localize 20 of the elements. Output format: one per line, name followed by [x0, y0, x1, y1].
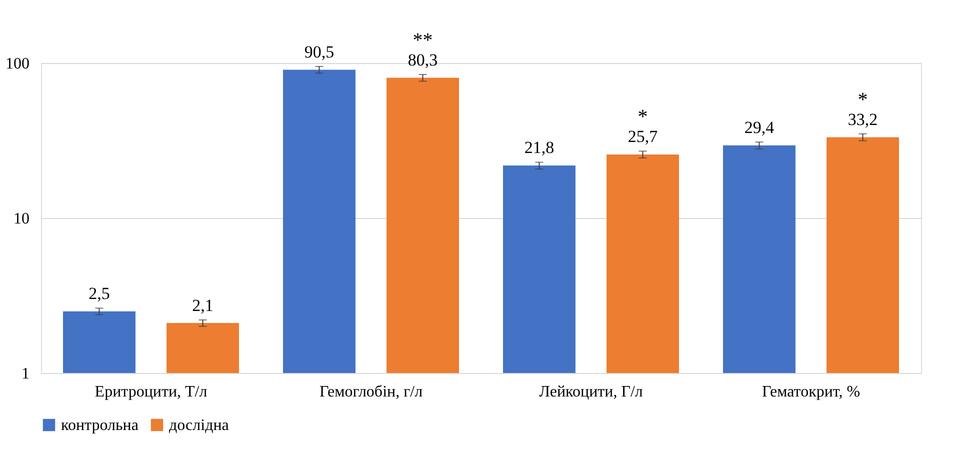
legend-label: дослідна: [169, 417, 229, 434]
annotation: *: [638, 106, 648, 128]
data-label: 33,2: [848, 110, 878, 129]
data-label: 2,5: [88, 284, 110, 304]
x-tick-label: Лейкоцити, Г/л: [539, 384, 643, 400]
y-tick-label: 1: [22, 366, 30, 382]
x-tick-label: Гемоглобін, г/л: [319, 384, 423, 400]
x-tick-label: Гематокрит, %: [762, 384, 860, 400]
data-label: 25,7: [628, 127, 658, 146]
data-label: 2,1: [192, 296, 214, 315]
x-tick-label: Еритроцити, Т/л: [94, 384, 208, 400]
y-tick-label: 10: [14, 210, 30, 228]
annotation: *: [858, 88, 868, 111]
data-label: 90,5: [304, 42, 334, 62]
data-label: 21,8: [524, 138, 554, 158]
legend-label: контрольна: [61, 417, 138, 434]
y-tick-label: 100: [6, 56, 30, 72]
text: **: [412, 29, 433, 52]
data-label: 29,4: [744, 118, 775, 138]
data-label: 80,3: [408, 50, 438, 70]
